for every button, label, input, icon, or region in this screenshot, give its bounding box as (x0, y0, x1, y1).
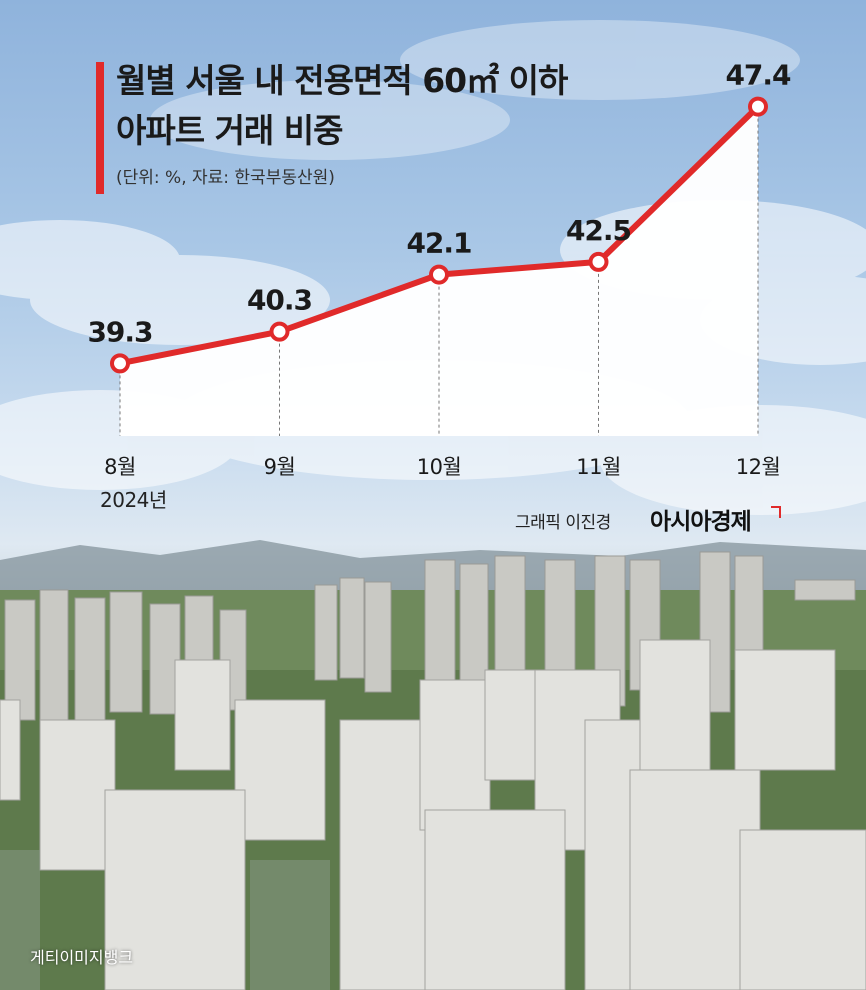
data-label: 42.1 (406, 227, 471, 260)
title-accent-bar (96, 62, 104, 194)
brand-logo: 아시아경제 (650, 509, 752, 535)
photo-credit: 게티이미지뱅크 (30, 948, 134, 967)
data-point (588, 251, 609, 272)
data-point (429, 264, 449, 285)
x-tick-label: 12월 (736, 455, 781, 479)
graphic-credit: 그래픽 이진경 (515, 513, 611, 533)
data-point (110, 353, 130, 374)
brand-mark-icon (771, 506, 781, 518)
chart-subtitle: (단위: %, 자료: 한국부동산원) (116, 168, 335, 188)
data-label: 39.3 (87, 315, 152, 348)
year-label: 2024년 (100, 488, 167, 512)
chart-title: 월별 서울 내 전용면적 60㎡ 이하 아파트 거래 비중 (116, 56, 676, 156)
title-line-1: 월별 서울 내 전용면적 60㎡ 이하 (116, 61, 568, 100)
x-tick-label: 11월 (576, 455, 621, 479)
line-area-chart: 39.3 40.3 42.1 42.5 47.4 8월 9월 10월 11월 12월 (87, 59, 792, 479)
data-label: 42.5 (566, 214, 631, 247)
x-tick-label: 9월 (264, 455, 296, 479)
x-tick-label: 10월 (417, 455, 462, 479)
title-line-2: 아파트 거래 비중 (116, 111, 343, 150)
data-point (748, 96, 768, 117)
data-label: 47.4 (725, 59, 791, 92)
x-tick-label: 8월 (104, 455, 136, 479)
data-label: 40.3 (247, 284, 312, 317)
city-photo (0, 540, 866, 990)
data-point (269, 321, 290, 342)
